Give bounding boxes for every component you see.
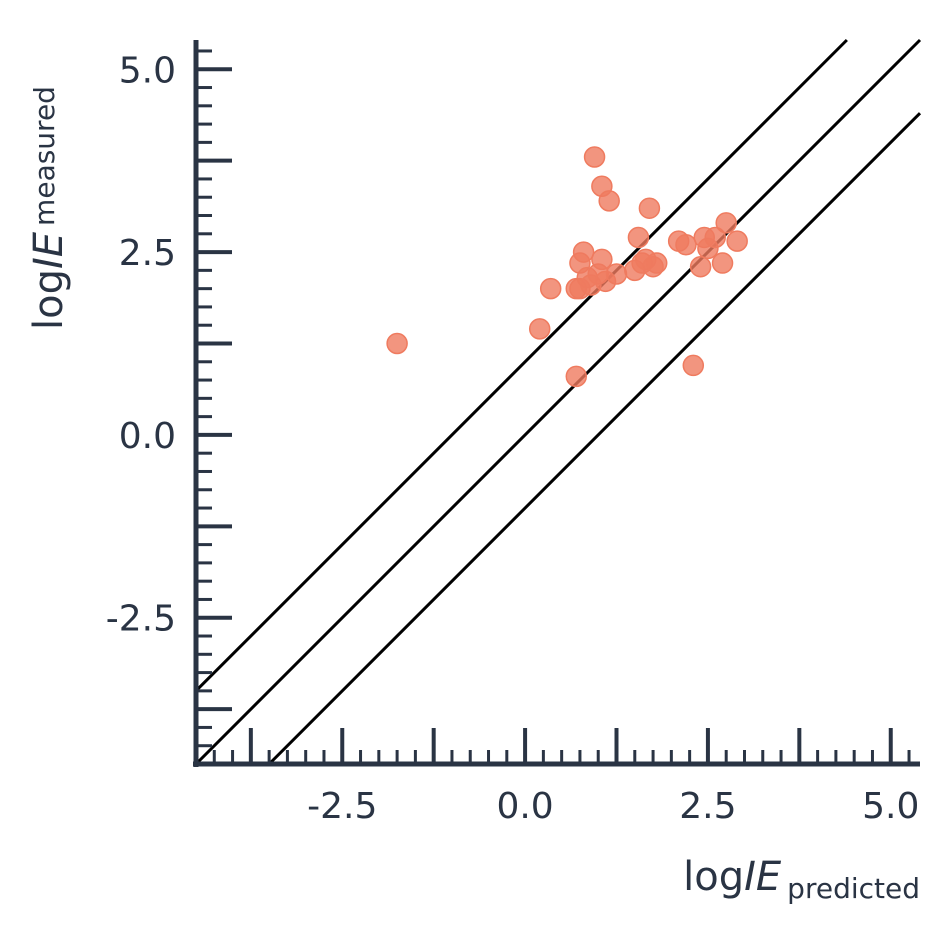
tick-labels: -2.5 0.0 2.5 5.0 -2.5 0.0 2.5 5.0 [106,50,920,827]
x-axis-title: logIE predicted [683,854,920,905]
data-point-21 [638,197,661,219]
data-point-18 [627,226,650,249]
data-point-31 [711,252,734,274]
data-point-2 [539,277,562,300]
data-point-10 [583,146,606,168]
data-point-33 [726,230,748,252]
data-point-27 [689,255,712,278]
reference-line-0 [194,38,848,692]
reference-line-2 [268,112,922,766]
x-tick-label: 5.0 [862,786,919,827]
axes [193,40,920,767]
data-point-3 [565,365,588,388]
data-point-32 [715,212,737,234]
y-tick-label: -2.5 [106,599,176,640]
x-axis-title-prefix: log [683,854,744,900]
reference-line-1 [194,38,922,766]
x-axis-title-sub: predicted [787,872,920,905]
x-axis-title-var: IE [744,854,782,900]
data-point-0 [386,332,408,355]
data-point-7 [572,241,595,263]
data-point-25 [675,234,697,256]
data-point-13 [591,248,613,271]
x-tick-label: 2.5 [679,786,736,827]
y-axis-title-prefix: log [26,269,72,330]
y-axis-title: logIE measured [26,86,72,330]
data-point-1 [528,318,551,340]
x-tick-label: 0.0 [496,786,553,827]
y-tick-label: 5.0 [119,50,176,91]
data-points [386,146,748,388]
reference-lines [194,38,922,766]
data-point-16 [605,263,628,285]
y-axis-title-var: IE [26,231,72,269]
data-point-15 [598,190,620,212]
y-tick-label: 0.0 [119,416,176,457]
data-point-30 [704,226,726,249]
data-point-23 [645,252,668,274]
y-tick-label: 2.5 [119,233,176,274]
x-tick-label: -2.5 [307,786,377,827]
y-axis-title-sub: measured [28,86,61,226]
data-point-26 [682,354,705,377]
